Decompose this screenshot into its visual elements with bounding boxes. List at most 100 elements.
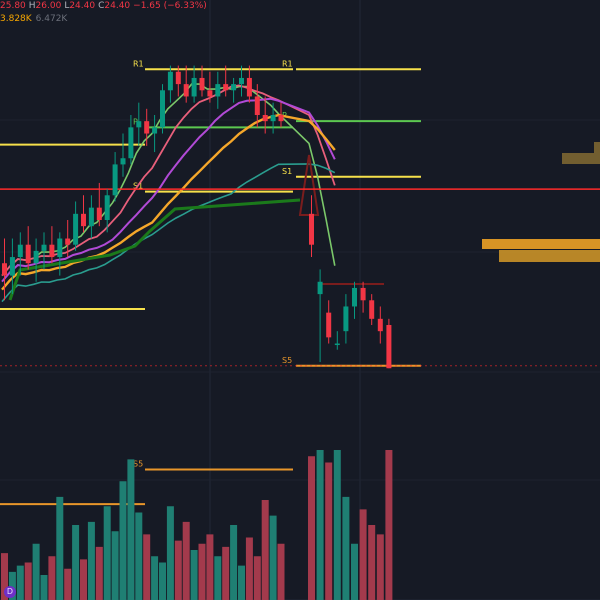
candle-body [128, 127, 134, 159]
volume-bar [316, 450, 324, 600]
candle-body [41, 244, 47, 251]
volume-bar [222, 546, 230, 600]
volume-bar [368, 525, 376, 600]
volume-bar [1, 553, 8, 600]
pivot-p-left-label: P [133, 117, 138, 126]
open-value: 25.80 [0, 1, 26, 11]
ohlc-legend: 25.80 H26.00 L24.40 C24.40 −1.65 (−6.33%) [0, 0, 210, 12]
volume-bar [308, 456, 315, 600]
zone-block [594, 142, 600, 153]
pivot-s5-label: S5 [282, 356, 292, 365]
volume-bar [127, 459, 135, 600]
candle-body [17, 244, 23, 258]
volume-legend: 3.828K 6.472K [0, 13, 67, 25]
logo-icon[interactable]: D [4, 586, 16, 598]
candle-body [278, 115, 284, 122]
candle-body [104, 195, 110, 220]
volume-bar [182, 521, 190, 600]
close-value: 24.40 [104, 1, 131, 11]
candle-body [309, 213, 314, 245]
candle-body [112, 164, 118, 196]
volume-bar [64, 568, 72, 600]
candle-body [386, 325, 392, 369]
volume-bar [151, 556, 159, 600]
candle-body [326, 312, 332, 338]
candle-body [246, 77, 252, 97]
zone-block [482, 239, 600, 249]
volume-bar [174, 540, 182, 600]
volume-bar [351, 543, 358, 600]
pivot-s5-lower-label: S5 [133, 460, 143, 469]
volume-profile-zones [482, 142, 600, 262]
volume-ma-value: 6.472K [35, 14, 68, 24]
candle-body [334, 343, 340, 346]
candle-body [120, 158, 126, 165]
candle-body [144, 121, 150, 134]
low-label: L [64, 1, 70, 11]
volume-bar [16, 565, 24, 600]
close-label: C [98, 1, 105, 11]
candle-body [9, 257, 15, 276]
zone-block [499, 250, 600, 262]
candle-body [81, 213, 86, 227]
volume-value: 3.828K [0, 14, 32, 24]
volume-bar [32, 543, 40, 600]
pivot-s1-right-label: S1 [282, 167, 292, 176]
candle-body [2, 263, 7, 276]
candle-body [57, 238, 63, 258]
volume-bar [190, 550, 198, 600]
candle-body [160, 90, 165, 128]
candle-body [377, 318, 383, 332]
volume-bar [206, 534, 214, 600]
volume-bar [253, 556, 261, 600]
candle-body [239, 77, 244, 85]
high-label: H [28, 1, 36, 11]
candle-body [152, 127, 158, 134]
candle-body [352, 287, 357, 307]
candle-body [167, 71, 173, 91]
candles[interactable] [2, 65, 392, 369]
zone-block [562, 153, 600, 164]
candle-body [88, 207, 94, 227]
candle-body [343, 306, 349, 332]
volume-bar [95, 546, 103, 600]
candle-body [360, 287, 366, 301]
ma-20 [1, 113, 336, 291]
ma-30 [1, 163, 336, 303]
volume-bar [269, 515, 277, 600]
candle-body [369, 300, 375, 319]
volume-bar [24, 562, 32, 600]
current-price-line [0, 188, 600, 367]
volume-bar [325, 462, 333, 600]
volume-bars [1, 450, 393, 600]
candle-body [49, 244, 55, 258]
change-value: −1.65 (−6.33%) [133, 1, 207, 11]
volume-bar [143, 534, 151, 600]
candle-body [183, 84, 189, 97]
candle-body [191, 77, 197, 97]
volume-bar [8, 571, 16, 600]
volume-bar [80, 559, 87, 600]
volume-bar [119, 481, 127, 600]
volume-bar [166, 506, 174, 600]
volume-bar [72, 525, 80, 600]
candle-body [207, 90, 213, 97]
candle-body [270, 115, 276, 122]
volume-bar [56, 496, 64, 600]
candle-body [96, 207, 102, 220]
volume-bar [198, 543, 206, 600]
volume-bar [103, 506, 111, 600]
candle-body [65, 238, 71, 245]
volume-bar [359, 509, 367, 600]
volume-bar [48, 556, 56, 600]
candle-body [136, 121, 142, 128]
volume-bar [333, 450, 341, 600]
candle-body [73, 213, 79, 245]
candle-body [262, 115, 268, 122]
low-value: 24.40 [69, 1, 96, 11]
candle-body [199, 77, 205, 91]
candle-body [25, 244, 31, 264]
volume-bar [87, 521, 95, 600]
